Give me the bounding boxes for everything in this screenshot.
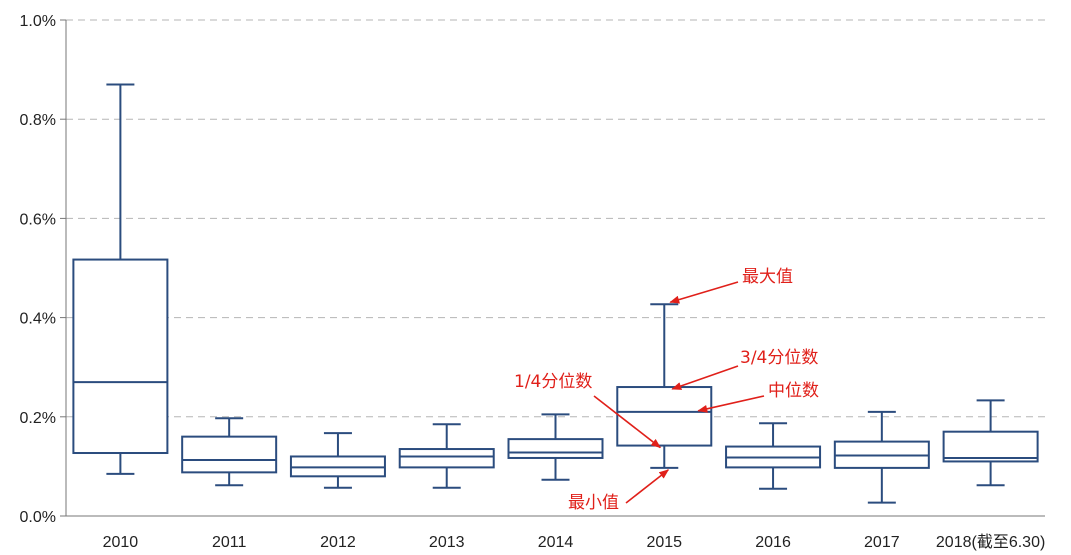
annotation-label: 1/4分位数 [514,372,592,392]
box-2016 [725,422,822,490]
iqr-box [398,448,495,469]
annotation-arrow [593,395,662,449]
box-2018(截至6.30) [942,399,1039,487]
boxes [72,83,1039,504]
iqr-box [616,386,713,447]
box-2011 [181,417,278,487]
x-tick-label: 2010 [103,534,139,551]
annotation-median: 中位数 [697,381,819,413]
annotation-arrow [697,395,765,413]
annotation-arrow [669,281,739,304]
box-2014 [507,413,604,481]
y-tick-label: 1.0% [20,13,56,30]
y-tick-label: 0.2% [20,410,56,427]
y-tick-label: 0.4% [20,311,56,328]
box-2015 [616,303,713,469]
annotation-q1: 1/4分位数 [514,372,662,449]
y-tick-label: 0.0% [20,509,56,526]
annotation-q3: 3/4分位数 [671,348,818,390]
box-2013 [398,423,495,489]
annotation-min: 最小值 [568,469,670,513]
box-2010 [72,83,169,475]
x-tick-label: 2015 [646,534,682,551]
x-tick-label: 2012 [320,534,356,551]
x-tick-label: 2014 [538,534,574,551]
x-tick-label: 2018(截至6.30) [936,533,1045,551]
y-tick-label: 0.8% [20,112,56,129]
box-2012 [289,432,386,489]
x-tick-label: 2013 [429,534,465,551]
annotation-max: 最大值 [669,267,793,304]
y-tick-label: 0.6% [20,211,56,228]
axes: 0.0% 0.2% 0.4% 0.6% 0.8% 1.0% 2010 2011 2012 2013… [20,13,1046,551]
annotation-label: 3/4分位数 [740,348,818,368]
x-tick-label: 2011 [212,534,247,551]
box-2017 [833,410,930,504]
iqr-box [942,430,1039,463]
annotation-label: 最小值 [568,493,619,513]
iqr-box [181,435,278,474]
annotation-arrow [671,365,739,390]
iqr-box [72,258,169,455]
annotation-arrow [625,469,670,504]
x-tick-label: 2016 [755,534,791,551]
x-tick-label: 2017 [864,534,900,551]
iqr-box [507,438,604,459]
annotation-label: 中位数 [768,381,819,401]
annotation-label: 最大值 [742,267,793,287]
gridlines [66,19,1045,418]
